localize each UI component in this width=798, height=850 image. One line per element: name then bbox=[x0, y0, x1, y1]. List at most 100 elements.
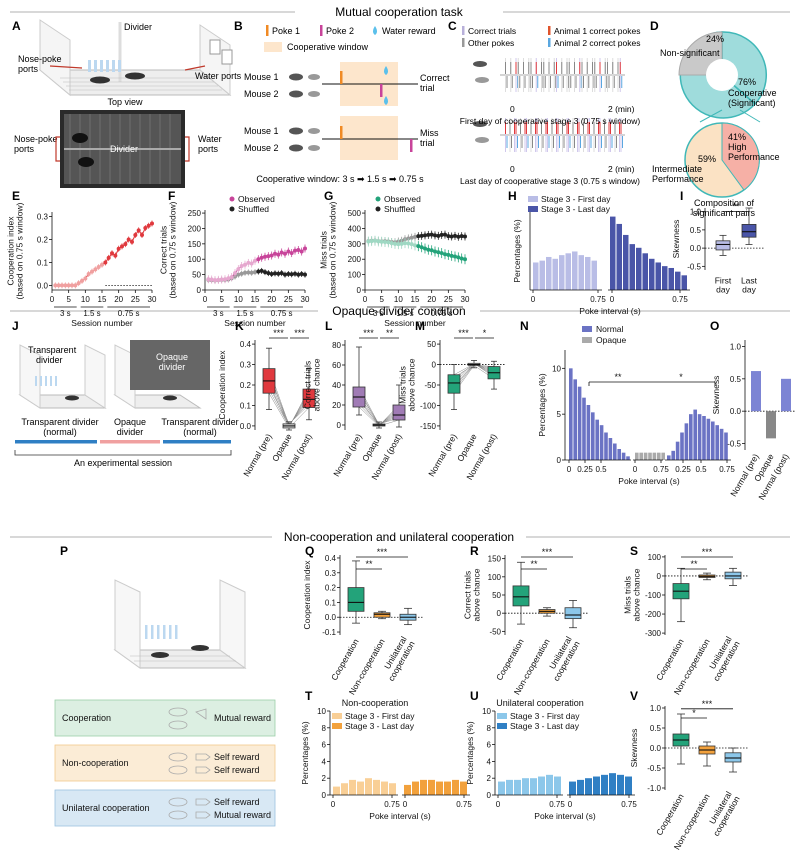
raster-tick bbox=[556, 118, 557, 152]
histogram-bar bbox=[623, 234, 629, 290]
poke2-legend-mark bbox=[320, 25, 323, 36]
label-opaque-divider: Opaque divider bbox=[156, 352, 188, 372]
y-tick-label: 0.1 bbox=[325, 598, 337, 607]
raster-tick bbox=[581, 58, 583, 92]
raster-tick bbox=[548, 62, 550, 74]
raster-tick bbox=[581, 62, 583, 74]
raster-tick bbox=[608, 76, 610, 88]
histogram-bar bbox=[616, 223, 622, 290]
panel-letter-m: M bbox=[415, 319, 425, 333]
chart-e: 0.0 0.1 0.2 0.3 Cooperation index(based on 0… bbox=[5, 202, 157, 328]
poke1-legend-mark bbox=[266, 25, 269, 36]
pie-caption: Composition of significant pairs bbox=[693, 198, 756, 218]
data-point bbox=[393, 241, 397, 246]
data-point bbox=[206, 277, 211, 282]
data-point bbox=[429, 248, 434, 253]
histogram-bar bbox=[546, 256, 552, 290]
y-axis-label: Correct trials(based on 0.75 s window) bbox=[158, 201, 177, 298]
chart-title: Non-cooperation bbox=[342, 698, 409, 708]
raster-tick bbox=[589, 118, 590, 152]
raster-tick bbox=[594, 62, 596, 74]
raster-tick bbox=[566, 118, 568, 152]
box bbox=[715, 240, 731, 251]
raster-tick bbox=[524, 118, 526, 152]
y-tick-label: 250 bbox=[188, 209, 202, 218]
histogram-bar bbox=[702, 416, 706, 460]
raster-tick bbox=[526, 122, 527, 134]
panel-a: Divider Nose-poke ports Water ports Top v… bbox=[14, 19, 242, 188]
x-tick-label: 0 bbox=[633, 465, 638, 474]
chart-s: -300 -200 -100 0 100 Miss trialsabove chance *… bbox=[622, 547, 749, 696]
pie-nonsig-label: Non-significant bbox=[660, 48, 720, 58]
raster-tick bbox=[604, 118, 605, 152]
chart-k: 0.0 0.1 0.2 0.3 0.4 Cooperation index *** *** No… bbox=[217, 328, 316, 482]
data-point bbox=[289, 272, 294, 277]
raster-tick bbox=[515, 58, 517, 92]
raster-tick bbox=[620, 118, 622, 152]
y-axis-label: Miss trials(based on 0.75 s window) bbox=[318, 201, 337, 298]
label-transparent-divider: Transparent divider bbox=[28, 345, 77, 365]
legend-mark bbox=[497, 713, 507, 719]
box bbox=[724, 752, 742, 763]
x-tick-label: 0.5 bbox=[595, 465, 607, 474]
data-point bbox=[209, 277, 214, 282]
legend-label: Stage 3 - First day bbox=[510, 711, 580, 721]
raster-tick bbox=[553, 58, 555, 92]
histogram-bar bbox=[341, 783, 348, 795]
data-point bbox=[120, 244, 124, 249]
raster-tick bbox=[545, 118, 547, 152]
data-point bbox=[60, 283, 64, 288]
legend-mark bbox=[528, 196, 538, 202]
x-tick-label: 30 bbox=[148, 295, 157, 304]
raster-tick bbox=[547, 122, 548, 134]
raster-t2: 2 (min) bbox=[608, 104, 635, 114]
data-point bbox=[216, 277, 221, 282]
data-point bbox=[276, 271, 281, 276]
histogram-bar bbox=[530, 778, 537, 795]
raster-tick bbox=[553, 136, 554, 148]
raster-plots bbox=[473, 58, 625, 152]
data-point bbox=[63, 283, 68, 288]
y-axis-label: Percentages (%) bbox=[300, 721, 310, 784]
data-point bbox=[243, 262, 247, 267]
y-tick-label: 6 bbox=[322, 741, 327, 750]
raster-tick bbox=[517, 58, 519, 92]
label-mouse2: Mouse 2 bbox=[244, 89, 279, 99]
data-point bbox=[449, 253, 454, 258]
histogram-bar bbox=[626, 456, 630, 460]
raster-tick bbox=[541, 62, 542, 74]
data-point bbox=[223, 277, 227, 282]
pie-inter-pct: 59% bbox=[698, 154, 716, 164]
data-point bbox=[396, 242, 401, 247]
bar bbox=[781, 378, 791, 412]
histogram-bar bbox=[715, 425, 719, 460]
data-point bbox=[113, 253, 118, 258]
segment-opaque: Opaque divider bbox=[114, 417, 146, 437]
y-tick-label: 400 bbox=[348, 224, 362, 233]
raster-tick bbox=[572, 118, 574, 152]
data-point bbox=[303, 246, 307, 251]
x-tick-label: 0 bbox=[203, 295, 208, 304]
raster-tick bbox=[622, 136, 623, 148]
window-legend-mark bbox=[264, 42, 282, 52]
data-point bbox=[279, 271, 284, 276]
data-point bbox=[293, 248, 297, 253]
raster-tick bbox=[535, 62, 537, 74]
histogram-bar bbox=[428, 779, 435, 795]
raster-tick bbox=[530, 58, 532, 92]
data-point bbox=[116, 246, 121, 251]
histogram-bar bbox=[404, 784, 411, 795]
y-tick-label: 1.0 bbox=[730, 342, 742, 351]
legend-label: Stage 3 - First day bbox=[345, 711, 415, 721]
box bbox=[447, 374, 461, 394]
panel-letter-h: H bbox=[508, 189, 517, 203]
y-tick-label: 0 bbox=[557, 456, 562, 465]
pie-coop-pct: 76% bbox=[738, 77, 756, 87]
reward-label: Self reward bbox=[214, 752, 260, 762]
mouse-icon bbox=[168, 797, 188, 807]
raster-tick bbox=[532, 136, 533, 148]
raster-tick bbox=[577, 118, 578, 152]
y-tick-label: -50 bbox=[489, 627, 501, 636]
histogram-bar bbox=[711, 421, 715, 460]
